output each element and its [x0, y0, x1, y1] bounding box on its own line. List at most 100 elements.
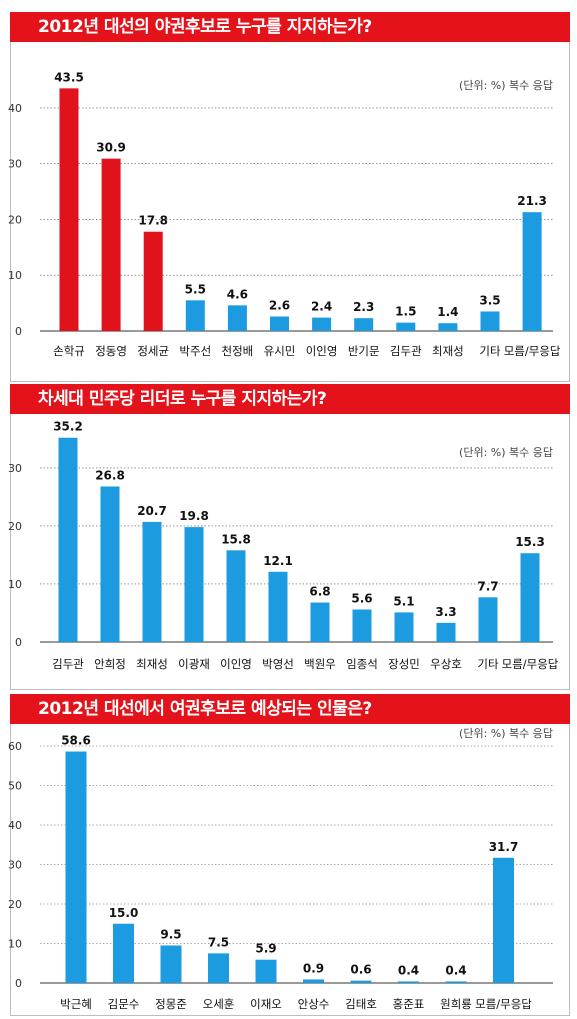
- x-tick-label: 손학규: [53, 344, 85, 358]
- y-tick-label: 50: [8, 780, 22, 793]
- x-tick-label: 반기문: [348, 344, 380, 358]
- bar: [438, 323, 458, 331]
- bar: [185, 300, 205, 331]
- data-label: 0.6: [350, 963, 371, 977]
- x-tick-label: 원희룡: [440, 997, 472, 1011]
- x-tick-label: 모름/무응답: [502, 657, 559, 671]
- data-label: 2.4: [311, 300, 332, 314]
- bar: [208, 953, 229, 983]
- data-label: 17.8: [138, 214, 168, 228]
- x-tick-label: 김두관: [390, 344, 422, 358]
- x-tick-label: 홍준표: [393, 997, 425, 1011]
- bar: [255, 959, 277, 983]
- data-label: 31.7: [489, 840, 519, 854]
- unit-note: (단위: %) 복수 응답: [459, 727, 553, 740]
- bar: [268, 571, 288, 642]
- bar: [142, 521, 162, 642]
- x-tick-label: 이광재: [178, 657, 210, 671]
- bar: [312, 317, 332, 331]
- x-tick-label: 이인영: [220, 657, 252, 671]
- data-label: 43.5: [54, 70, 84, 84]
- y-tick-label: 30: [8, 859, 22, 872]
- bar: [143, 231, 163, 331]
- bar-chart-1: (단위: %) 복수 응답 0 10 20 30 40 43.5 손학규 30.9 정동영 17.8…: [8, 70, 561, 358]
- bar: [59, 88, 79, 331]
- x-tick-label: 최재성: [432, 344, 464, 358]
- y-tick-label: 20: [8, 898, 22, 911]
- data-label: 3.5: [479, 293, 500, 307]
- bar: [226, 550, 246, 642]
- data-label: 1.4: [437, 305, 458, 319]
- y-tick-label: 30: [8, 158, 22, 171]
- x-tick-label: 오세훈: [203, 997, 235, 1011]
- x-tick-label: 안희정: [94, 657, 126, 671]
- bar: [436, 622, 456, 642]
- x-tick-label: 이인영: [306, 344, 338, 358]
- x-tick-label: 천정배: [222, 344, 254, 358]
- chart-frame-3: [10, 724, 570, 1016]
- x-tick-label: 모름/무응답: [504, 344, 561, 358]
- data-label: 1.5: [395, 305, 416, 319]
- data-label: 2.3: [353, 300, 374, 314]
- bar: [354, 318, 374, 331]
- data-label: 58.6: [61, 734, 91, 748]
- y-tick-label: 10: [8, 938, 22, 951]
- bar: [270, 316, 289, 331]
- bar: [396, 322, 416, 331]
- bar: [522, 212, 542, 331]
- y-tick-label: 60: [8, 740, 22, 753]
- data-label: 7.5: [208, 935, 229, 949]
- x-tick-label: 기타: [479, 344, 501, 358]
- chart-title-1: 2012년 대선의 야권후보로 누구를 지지하는가?: [10, 12, 570, 42]
- data-label: 0.4: [398, 963, 419, 977]
- bar: [398, 981, 419, 983]
- x-tick-label: 장성민: [388, 657, 420, 671]
- data-label: 15.8: [221, 532, 251, 546]
- y-tick-label: 10: [8, 578, 22, 591]
- bar-chart-3: (단위: %) 복수 응답 0 10 20 30 40 50 60 58.6 박근혜 15.0 김문수…: [8, 727, 553, 1011]
- bar: [394, 612, 414, 642]
- data-label: 3.3: [435, 605, 456, 619]
- bar: [310, 602, 330, 642]
- x-tick-label: 박주선: [179, 344, 211, 358]
- bar: [113, 923, 134, 983]
- x-tick-label: 박영선: [262, 657, 294, 671]
- y-tick-label: 0: [15, 977, 22, 990]
- data-label: 9.5: [160, 927, 181, 941]
- data-label: 30.9: [96, 141, 126, 155]
- data-label: 15.3: [515, 535, 545, 549]
- unit-note: (단위: %) 복수 응답: [459, 79, 553, 92]
- x-tick-label: 정세균: [137, 344, 169, 358]
- data-label: 6.8: [309, 585, 330, 599]
- bar: [100, 486, 120, 642]
- x-tick-label: 정몽준: [155, 997, 187, 1011]
- chart-title-2: 차세대 민주당 리더로 누구를 지지하는가?: [10, 384, 570, 414]
- data-label: 7.7: [477, 579, 498, 593]
- data-label: 35.2: [53, 420, 83, 434]
- data-label: 19.8: [179, 509, 209, 523]
- x-tick-label: 유시민: [264, 344, 296, 358]
- y-tick-label: 20: [8, 213, 22, 226]
- data-label: 5.1: [393, 594, 414, 608]
- y-tick-label: 40: [8, 819, 22, 832]
- x-tick-label: 모름/무응답: [475, 997, 532, 1011]
- y-tick-label: 30: [8, 462, 22, 475]
- x-tick-label: 우상호: [430, 657, 462, 671]
- bar: [352, 609, 372, 642]
- x-tick-label: 이재오: [250, 997, 282, 1011]
- x-tick-label: 김두관: [52, 657, 84, 671]
- bar: [480, 311, 500, 331]
- chart-frame-1: [10, 42, 570, 382]
- x-tick-label: 정동영: [95, 344, 127, 358]
- data-label: 5.9: [255, 942, 276, 956]
- bar: [227, 305, 247, 331]
- data-label: 12.1: [263, 554, 293, 568]
- data-label: 0.4: [445, 963, 466, 977]
- bar: [101, 158, 121, 331]
- data-label: 5.5: [185, 282, 206, 296]
- bar-chart-2: (단위: %) 복수 응답 0 10 20 30 35.2 김두관 26.8 안희정 20.7 최재…: [8, 420, 559, 671]
- bar: [184, 527, 204, 642]
- bar: [520, 553, 540, 642]
- y-tick-label: 40: [8, 102, 22, 115]
- x-tick-label: 김문수: [108, 997, 140, 1011]
